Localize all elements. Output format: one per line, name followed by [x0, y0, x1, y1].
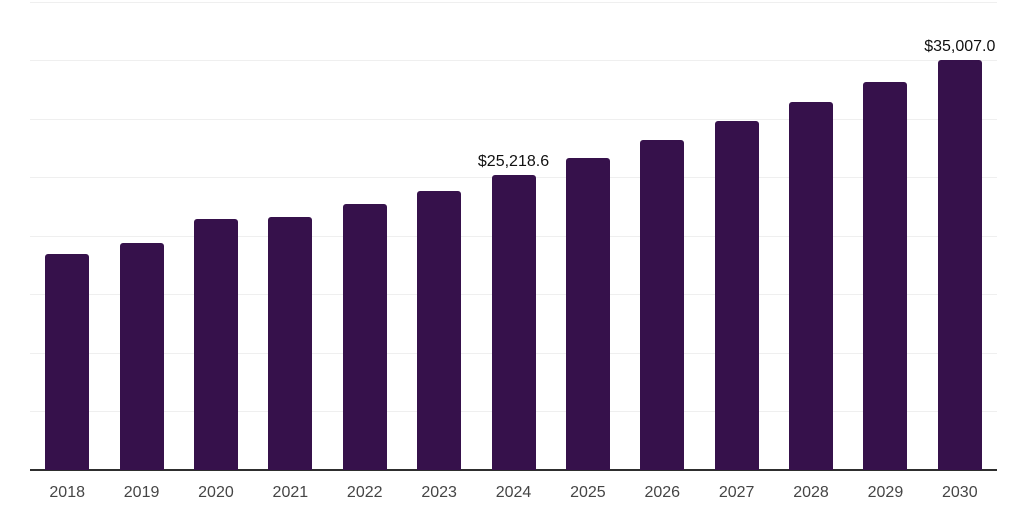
x-tick-label-2021: 2021	[272, 484, 309, 501]
x-tick-label-2030: 2030	[942, 484, 978, 501]
bar-2018	[45, 254, 89, 470]
x-tick-label-2026: 2026	[644, 484, 681, 501]
x-axis-labels: 2018 2019 2020 2021 2022 2023 2024 2025 2026 2027…	[30, 483, 997, 507]
x-tick-label-2023: 2023	[421, 484, 457, 501]
gridline-30000	[30, 119, 997, 120]
value-label-2024: $25,218.6	[477, 153, 550, 170]
x-tick-label-2022: 2022	[346, 484, 383, 501]
plot-area: $25,218.6 $35,007.0	[30, 0, 997, 471]
bar-2023	[417, 191, 461, 470]
x-tick-label-2018: 2018	[49, 484, 85, 501]
x-tick-label-2019: 2019	[123, 484, 160, 501]
bar-2020	[194, 219, 238, 470]
gridline-35000	[30, 60, 997, 61]
x-tick-label-2029: 2029	[867, 484, 904, 501]
gridline-40000	[30, 2, 997, 3]
bar-2025	[566, 158, 610, 470]
x-tick-label-2020: 2020	[198, 484, 234, 501]
bar-2030	[938, 60, 982, 470]
x-axis-line	[30, 469, 997, 471]
bar-2019	[120, 243, 164, 470]
x-tick-label-2024: 2024	[495, 484, 532, 501]
x-tick-label-2027: 2027	[718, 484, 755, 501]
bar-2027	[715, 121, 759, 470]
bar-2028	[789, 102, 833, 470]
x-tick-label-2025: 2025	[570, 484, 606, 501]
bar-2029	[863, 82, 907, 470]
bar-2021	[268, 217, 312, 470]
value-label-2030: $35,007.0	[924, 38, 996, 55]
bar-2022	[343, 204, 387, 470]
bar-2024	[492, 175, 536, 470]
bar-2026	[640, 140, 684, 470]
x-tick-label-2028: 2028	[793, 484, 829, 501]
